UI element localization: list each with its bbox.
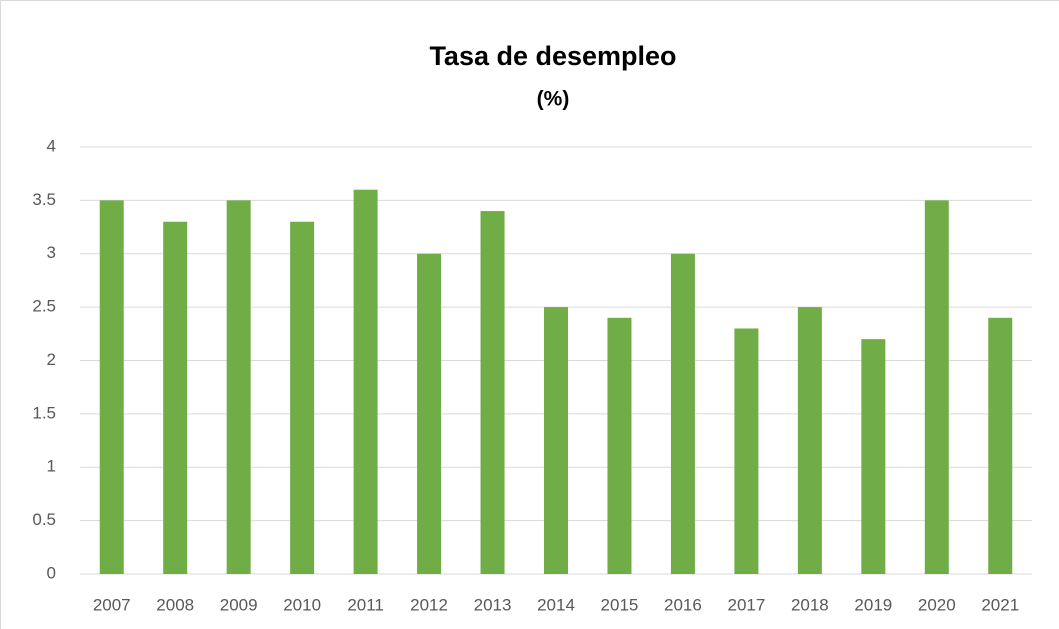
y-tick-label: 1.5 [32,403,56,422]
y-tick-label: 2 [47,350,56,369]
bar [734,328,759,574]
x-tick-label: 2019 [854,595,892,614]
y-tick-label: 3 [47,243,56,262]
bar [290,221,315,574]
x-tick-label: 2012 [410,595,448,614]
x-tick-label: 2009 [220,595,258,614]
bar [99,200,124,574]
bar [353,189,378,574]
x-tick-label: 2007 [93,595,131,614]
bar [607,317,632,574]
x-tick-label: 2018 [791,595,829,614]
x-tick-label: 2021 [981,595,1019,614]
y-tick-label: 2.5 [32,297,56,316]
x-tick-label: 2014 [537,595,575,614]
x-tick-label: 2016 [664,595,702,614]
x-tick-label: 2011 [347,595,384,614]
bar [163,221,188,574]
x-tick-label: 2020 [918,595,956,614]
bar [797,307,822,574]
bar [226,200,251,574]
bar [480,211,505,575]
y-tick-label: 3.5 [32,190,56,209]
y-tick-label: 1 [47,457,56,476]
bar [924,200,949,574]
bar [861,339,886,574]
chart-title: Tasa de desempleo [429,41,676,71]
chart-subtitle: (%) [537,88,570,111]
y-tick-label: 0 [47,563,56,582]
x-tick-label: 2015 [601,595,639,614]
y-tick-label: 0.5 [32,510,56,529]
x-tick-label: 2008 [156,595,194,614]
bar [544,307,568,574]
bar [670,253,695,574]
bar [988,317,1013,574]
x-tick-label: 2010 [283,595,321,614]
y-tick-label: 4 [47,136,56,155]
bar [417,253,442,574]
x-tick-label: 2017 [727,595,765,614]
x-tick-label: 2013 [474,595,512,614]
